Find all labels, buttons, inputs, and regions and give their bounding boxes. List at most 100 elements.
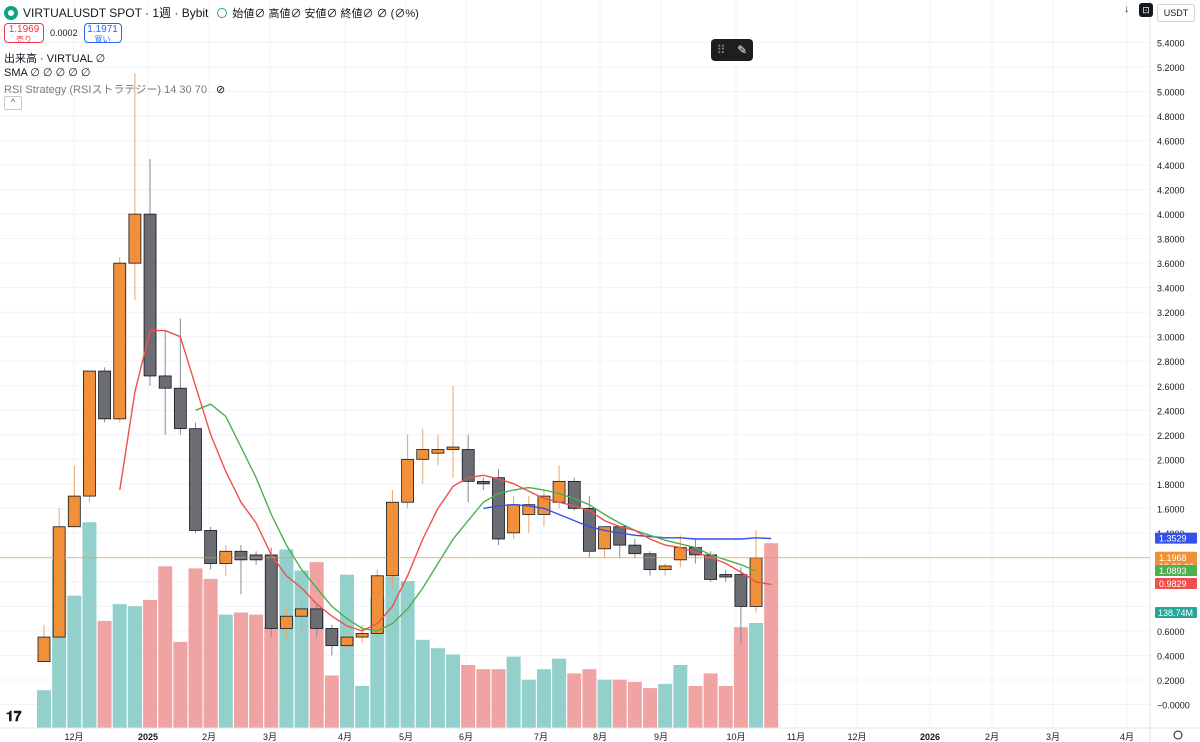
sma-legend[interactable]: SMA ∅ ∅ ∅ ∅ ∅: [4, 67, 91, 79]
price-axis: 5.4000 5.2000 5.0000 4.8000 4.6000 4.4000 4.20…: [1149, 0, 1190, 742]
volume-bar: [749, 623, 764, 728]
volume-bar: [97, 620, 112, 728]
candle-body: [370, 575, 384, 634]
rsi-legend[interactable]: RSI Strategy (RSIストラテジー) 14 30 70 ⊘: [4, 81, 225, 97]
volume-bar: [309, 562, 324, 728]
volume-bar: [430, 648, 445, 728]
volume-bar: [552, 658, 567, 728]
time-axis-label: 6月: [459, 732, 473, 742]
candle-body: [734, 574, 748, 607]
tradingview-logo-icon[interactable]: 𝟏𝟕: [6, 708, 22, 724]
candle-body: [67, 495, 81, 528]
time-axis-label: 5月: [399, 732, 413, 742]
currency-selector[interactable]: USDT: [1157, 4, 1195, 22]
symbol-logo-icon: [4, 5, 18, 20]
candle-body: [340, 636, 354, 647]
candle-body: [310, 608, 324, 629]
time-axis-label: 2月: [202, 732, 216, 742]
volume-tag: 138.74M: [1158, 608, 1193, 618]
volume-bar: [703, 673, 718, 728]
collapse-legend-button[interactable]: ^: [4, 96, 22, 110]
status-dot-icon: [217, 7, 228, 18]
sma-fast-line: [119, 329, 772, 632]
price-axis-label: −0.0000: [1157, 701, 1190, 711]
buy-button[interactable]: 1.1971 買い: [83, 23, 122, 44]
price-axis-label: 4.4000: [1157, 161, 1185, 171]
candle-body: [719, 574, 733, 578]
price-axis-label: 5.4000: [1157, 39, 1185, 49]
ohlc-values: 始値∅ 高値∅ 安値∅ 終値∅ ∅ (∅%): [232, 7, 419, 20]
sma-slow-line: [483, 503, 772, 540]
volume-bar: [203, 578, 218, 728]
volume-bar: [658, 683, 673, 728]
time-axis-label: 8月: [593, 732, 607, 742]
volume-bar: [521, 679, 536, 728]
volume-bar: [627, 681, 642, 728]
price-axis-label: 4.6000: [1157, 137, 1185, 147]
time-axis-label: 4月: [338, 732, 352, 742]
volume-bar: [506, 656, 521, 728]
time-axis-label: 10月: [726, 732, 745, 742]
time-axis-label: 2025: [138, 732, 158, 742]
price-axis-label: 2.6000: [1157, 382, 1185, 392]
volume-bar: [476, 669, 491, 728]
volume-bar: [233, 612, 248, 728]
price-axis-label: 4.0000: [1157, 210, 1185, 220]
drag-handle-icon[interactable]: ⠿: [716, 43, 726, 57]
volume-bar: [582, 669, 597, 728]
sell-label: 売り: [16, 35, 32, 44]
candle-body: [98, 370, 111, 420]
volume-bar: [37, 690, 51, 728]
price-axis-label: 3.4000: [1157, 284, 1185, 294]
candle-body: [552, 480, 566, 503]
spread-value: 0.0002: [50, 28, 78, 38]
candle-body: [128, 213, 142, 264]
last-price-tag: 1.1968: [1159, 553, 1187, 563]
volume-bar: [340, 574, 354, 728]
price-axis-label: 3.2000: [1157, 308, 1185, 318]
sma-fast-price-tag-bg: [1155, 578, 1197, 590]
volume-bar: [733, 627, 748, 728]
candle-body: [234, 550, 248, 561]
last-price-tag-bg: [1155, 551, 1197, 563]
candle-body: [295, 608, 308, 617]
volume-bar: [461, 665, 476, 728]
symbol-legend[interactable]: VIRTUALUSDT SPOT · 1週 · Bybit 始値∅ 高値∅ 安値…: [4, 4, 419, 21]
volume-bar: [355, 686, 370, 728]
price-axis-label: 4.8000: [1157, 112, 1185, 122]
price-axis-label: 1.8000: [1157, 480, 1185, 490]
candle-body: [628, 544, 642, 555]
volume-bar: [173, 641, 188, 728]
candle-body: [598, 526, 611, 550]
candle-body: [446, 446, 460, 450]
volume-bar: [764, 543, 779, 728]
price-axis-label: 2.0000: [1157, 455, 1185, 465]
candle-body: [386, 501, 399, 577]
price-axis-label: 0.4000: [1157, 651, 1185, 661]
volume-bar: [279, 549, 294, 728]
sell-price: 1.1969: [8, 24, 40, 35]
settings-icon[interactable]: [1173, 730, 1183, 740]
hidden-eye-icon[interactable]: ⊘: [216, 84, 226, 96]
candle-body: [264, 554, 278, 629]
volume-bars: [37, 522, 779, 728]
candle-body: [643, 553, 657, 571]
volume-legend[interactable]: 出来高 · VIRTUAL ∅: [4, 53, 106, 65]
time-axis: 12月 2025 2月 3月 4月 5月 6月 7月 8月 9月 10月 11月 12月 2026 2月 3月…: [0, 727, 1200, 742]
volume-bar: [612, 679, 627, 728]
volume-bar: [567, 673, 582, 728]
candle-body: [583, 507, 596, 552]
candle-body: [37, 636, 51, 662]
price-axis-label: 3.8000: [1157, 235, 1185, 245]
sell-button[interactable]: 1.1969 売り: [4, 23, 44, 44]
time-axis-label: 11月: [787, 732, 805, 742]
symbol-title[interactable]: VIRTUALUSDT SPOT · 1週 · Bybit: [23, 6, 209, 20]
brush-icon[interactable]: ✎: [737, 43, 748, 57]
drawing-tool-button[interactable]: ⠿ ✎: [711, 39, 753, 61]
sma-fast-price-tag: 0.9829: [1159, 579, 1187, 589]
price-axis-label: 4.2000: [1157, 186, 1185, 196]
download-arrow-icon[interactable]: ↓: [1124, 4, 1129, 15]
lock-icon[interactable]: ⊡: [1139, 3, 1153, 17]
